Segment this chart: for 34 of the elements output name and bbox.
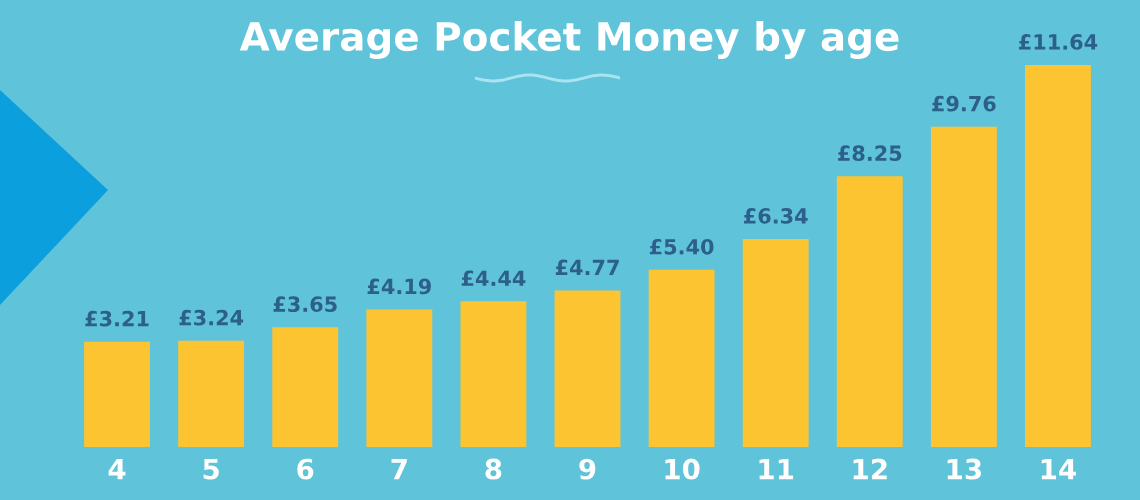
bar bbox=[178, 340, 245, 447]
x-tick-label: 13 bbox=[947, 458, 981, 480]
x-tick-label: 7 bbox=[391, 458, 407, 480]
x-tick-label: 5 bbox=[203, 458, 219, 480]
bar bbox=[1025, 65, 1091, 447]
data-label: £9.76 bbox=[932, 95, 996, 112]
data-label: £3.21 bbox=[85, 310, 149, 327]
x-tick-label: 10 bbox=[665, 458, 700, 480]
data-label: £3.24 bbox=[179, 309, 244, 326]
bar bbox=[84, 341, 150, 447]
data-label: £5.40 bbox=[649, 238, 714, 255]
bar bbox=[366, 309, 433, 447]
data-label: £8.25 bbox=[838, 145, 902, 162]
bar bbox=[554, 290, 621, 447]
x-tick-label: 8 bbox=[485, 458, 502, 480]
x-tick-label: 11 bbox=[759, 458, 794, 480]
x-tick-label: 6 bbox=[297, 458, 314, 480]
bar bbox=[272, 327, 339, 447]
bar bbox=[648, 269, 715, 447]
data-label: £4.77 bbox=[555, 259, 619, 276]
x-tick-label: 14 bbox=[1041, 458, 1077, 480]
bar bbox=[460, 301, 527, 447]
data-label: £6.34 bbox=[744, 208, 808, 224]
chart-title: Average Pocket Money by age bbox=[239, 21, 899, 59]
x-tick-label: 12 bbox=[853, 458, 887, 480]
data-label: £11.64 bbox=[1019, 34, 1098, 50]
x-tick-label: 4 bbox=[108, 458, 126, 480]
bar bbox=[742, 238, 809, 447]
data-label: £3.65 bbox=[273, 296, 337, 313]
bar bbox=[836, 176, 903, 447]
data-label: £4.19 bbox=[367, 278, 431, 295]
bar bbox=[930, 126, 997, 447]
x-tick-label: 9 bbox=[579, 458, 596, 480]
data-label: £4.44 bbox=[461, 270, 526, 286]
